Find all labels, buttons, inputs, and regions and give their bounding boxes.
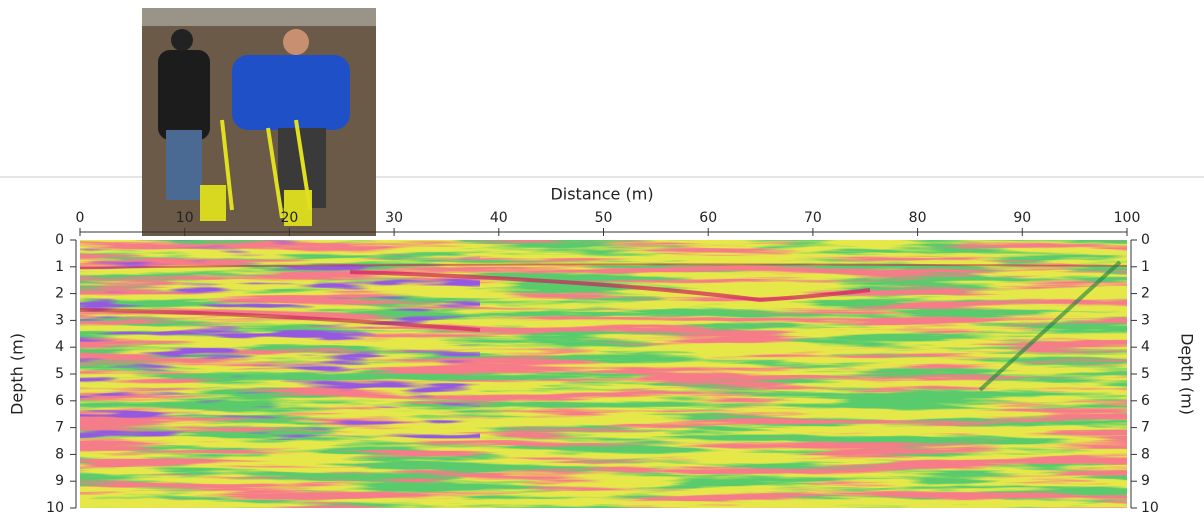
y-tick-label: 4	[55, 339, 64, 355]
y-axis-title: Depth (m)	[8, 333, 27, 415]
y-tick-label: 7	[55, 420, 64, 436]
y-tick-label-right: 6	[1141, 393, 1150, 409]
radargram-image	[80, 240, 1127, 508]
y-tick-label-right: 2	[1141, 286, 1150, 302]
y-tick-label: 6	[55, 393, 64, 409]
x-tick-label: 90	[1013, 210, 1031, 226]
x-tick-label: 100	[1114, 210, 1141, 226]
y-tick-label-right: 1	[1141, 259, 1150, 275]
y-tick-label: 5	[55, 366, 64, 382]
y-tick-label-right: 4	[1141, 339, 1150, 355]
y-tick-label: 2	[55, 286, 64, 302]
x-tick-label: 30	[385, 210, 403, 226]
x-axis-title: Distance (m)	[550, 185, 653, 204]
y-tick-label-right: 8	[1141, 446, 1150, 462]
y-tick-label: 9	[55, 473, 64, 489]
y-axis-title-right: Depth (m)	[1178, 333, 1197, 415]
x-tick-label: 40	[490, 210, 508, 226]
y-tick-label-right: 9	[1141, 473, 1150, 489]
y-tick-label-right: 3	[1141, 312, 1150, 328]
x-tick-label: 0	[76, 210, 85, 226]
y-tick-label-right: 7	[1141, 420, 1150, 436]
y-tick-label: 3	[55, 312, 64, 328]
photo	[142, 8, 376, 236]
x-tick-label: 80	[909, 210, 927, 226]
y-tick-label: 0	[55, 232, 64, 248]
y-tick-label-right: 5	[1141, 366, 1150, 382]
y-tick-label: 10	[46, 500, 64, 516]
y-tick-label-right: 0	[1141, 232, 1150, 248]
figure: Distance (m) Depth (m) Depth (m) 0102030…	[0, 0, 1204, 516]
x-tick-label: 60	[699, 210, 717, 226]
y-tick-label: 8	[55, 446, 64, 462]
y-tick-label-right: 10	[1141, 500, 1159, 516]
y-tick-label: 1	[55, 259, 64, 275]
x-tick-label: 20	[280, 210, 298, 226]
x-tick-label: 50	[595, 210, 613, 226]
x-tick-label: 70	[804, 210, 822, 226]
x-tick-label: 10	[176, 210, 194, 226]
